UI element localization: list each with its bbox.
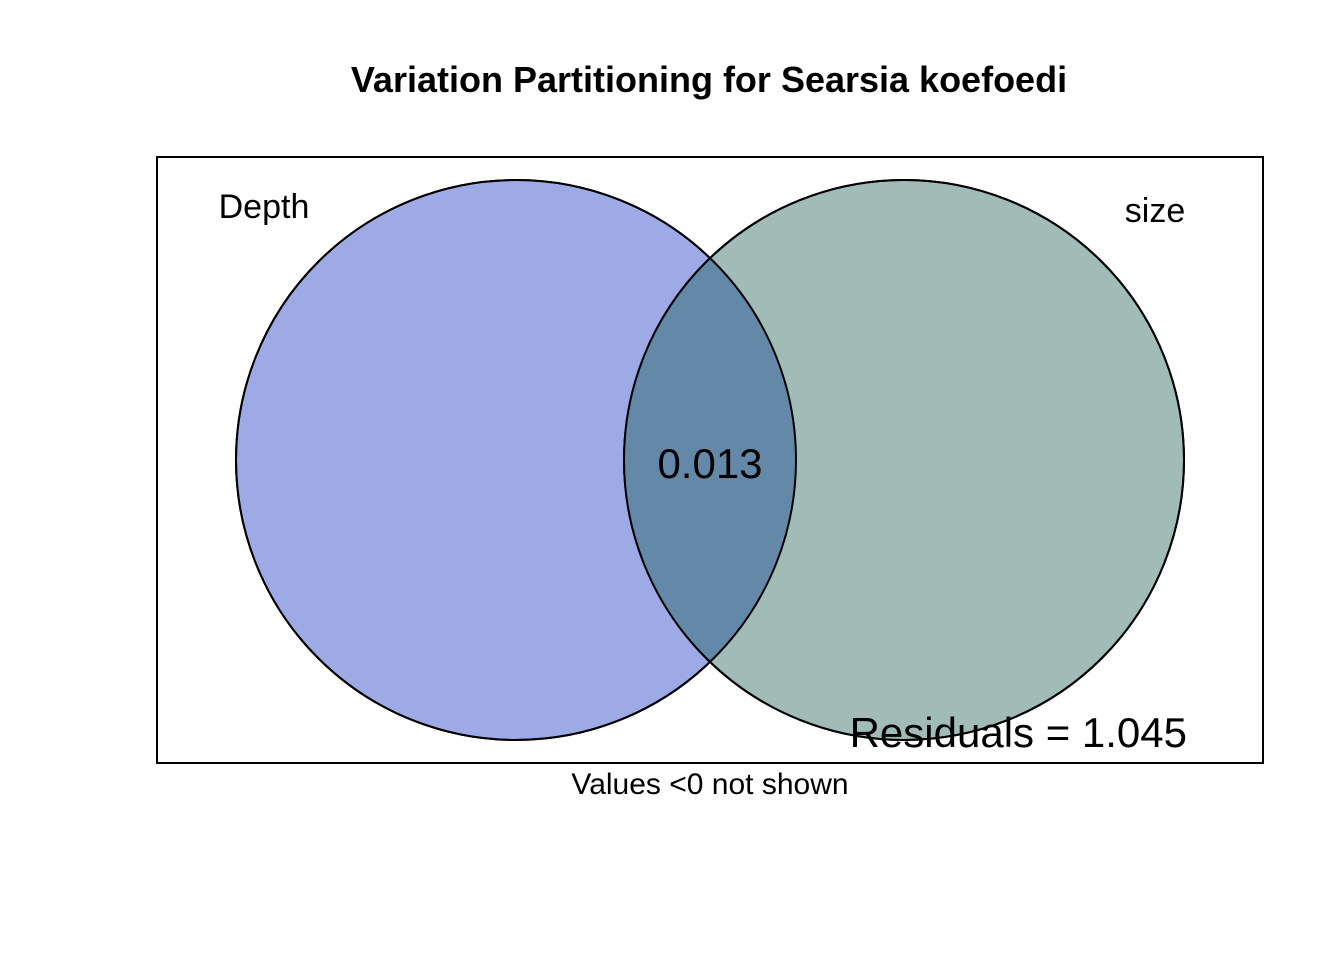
size-label: size [1125,192,1185,230]
depth-circle-outline [235,179,797,741]
size-circle-outline [623,179,1185,741]
footnote: Values <0 not shown [571,768,848,801]
depth-label: Depth [219,188,310,226]
plot-frame [156,156,1264,764]
chart-title: Variation Partitioning for Searsia koefo… [351,59,1067,100]
overlap-value: 0.013 [657,440,762,487]
residuals-label: Residuals = 1.045 [850,709,1187,756]
